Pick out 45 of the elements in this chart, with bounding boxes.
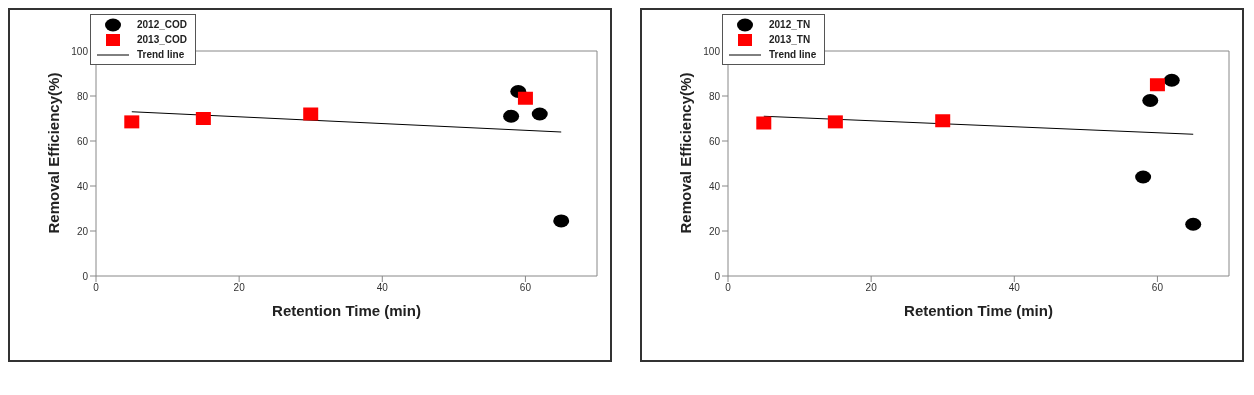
x-tick-label: 20 <box>865 282 878 294</box>
y-tick-label: 0 <box>82 270 89 282</box>
point <box>1135 170 1152 184</box>
y-tick-label: 100 <box>703 45 721 57</box>
x-tick-label: 20 <box>233 282 246 294</box>
point <box>124 115 140 129</box>
point <box>195 112 211 125</box>
point <box>935 114 951 128</box>
legend-label: 2013_COD <box>137 34 188 45</box>
legend-label: Trend line <box>769 49 817 60</box>
point <box>1163 73 1180 87</box>
x-tick-label: 40 <box>1008 282 1021 294</box>
y-tick-label: 60 <box>708 135 721 147</box>
legend-label: Trend line <box>137 49 185 60</box>
x-tick-label: 60 <box>519 282 532 294</box>
point <box>1185 217 1202 231</box>
y-tick-label: 80 <box>76 90 89 102</box>
point <box>827 115 843 129</box>
point <box>503 109 520 123</box>
y-tick-label: 0 <box>714 270 721 282</box>
point <box>517 91 533 105</box>
x-tick-label: 40 <box>376 282 389 294</box>
point <box>303 107 319 121</box>
y-tick-label: 80 <box>708 90 721 102</box>
legend-label: 2013_TN <box>769 34 811 45</box>
point <box>1142 94 1159 107</box>
legend-label: 2012_TN <box>769 19 811 30</box>
y-tick-label: 40 <box>708 180 721 192</box>
y-axis-title: Removal Efficiency(%) <box>45 72 63 234</box>
legend-label: 2012_COD <box>137 19 188 30</box>
x-tick-label: 0 <box>93 282 100 294</box>
y-tick-label: 100 <box>71 45 89 57</box>
point <box>756 116 772 130</box>
point <box>531 107 548 121</box>
y-axis-title: Removal Efficiency(%) <box>677 72 695 234</box>
x-tick-label: 0 <box>725 282 732 294</box>
point <box>1149 78 1165 92</box>
x-axis-title: Retention Time (min) <box>904 302 1053 319</box>
x-tick-label: 60 <box>1151 282 1164 294</box>
point <box>553 214 570 228</box>
y-tick-label: 60 <box>76 135 89 147</box>
y-tick-label: 40 <box>76 180 89 192</box>
x-axis-title: Retention Time (min) <box>272 302 421 319</box>
y-tick-label: 20 <box>708 225 721 237</box>
y-tick-label: 20 <box>76 225 89 237</box>
